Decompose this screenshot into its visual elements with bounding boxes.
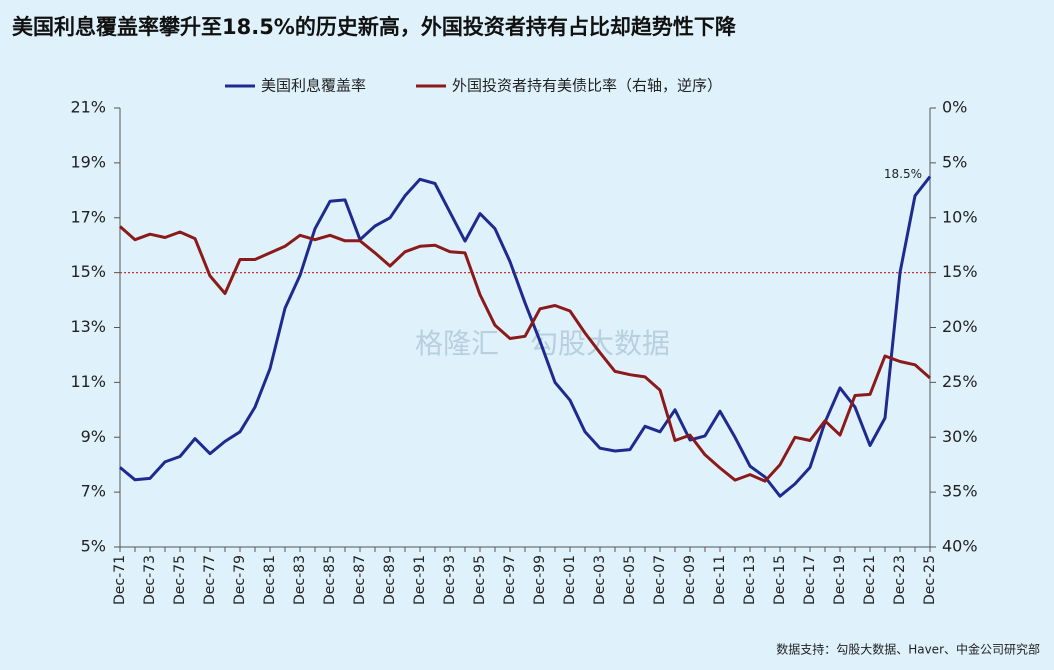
- y-tick-label: 9%: [81, 427, 106, 446]
- x-tick-label: Dec-75: [172, 555, 188, 605]
- y-tick-label: 19%: [70, 152, 106, 171]
- y2-tick-label: 25%: [942, 372, 978, 391]
- x-tick-label: Dec-15: [772, 555, 788, 605]
- x-tick-label: Dec-73: [142, 555, 158, 605]
- series-line: [119, 225, 931, 483]
- x-tick-label: Dec-23: [892, 555, 908, 605]
- y2-tick-label: 30%: [942, 427, 978, 446]
- y2-tick-label: 10%: [942, 207, 978, 226]
- x-tick-label: Dec-05: [622, 555, 638, 605]
- x-tick-label: Dec-13: [742, 555, 758, 605]
- x-tick-label: Dec-77: [202, 555, 218, 605]
- x-tick-label: Dec-81: [262, 555, 278, 605]
- y2-tick-label: 5%: [942, 152, 967, 171]
- legend-label: 美国利息覆盖率: [261, 77, 366, 95]
- y-tick-label: 17%: [70, 207, 106, 226]
- x-tick-label: Dec-87: [352, 555, 368, 605]
- watermark: 格隆汇: [415, 327, 499, 360]
- x-tick-label: Dec-21: [862, 555, 878, 605]
- x-tick-label: Dec-71: [112, 555, 128, 605]
- x-tick-label: Dec-01: [562, 555, 578, 605]
- x-tick-label: Dec-17: [802, 555, 818, 605]
- x-tick-label: Dec-91: [412, 555, 428, 605]
- legend-label: 外国投资者持有美债比率（右轴，逆序）: [452, 77, 722, 95]
- y2-tick-label: 0%: [942, 98, 967, 117]
- x-tick-label: Dec-93: [442, 555, 458, 605]
- x-tick-label: Dec-97: [502, 555, 518, 605]
- y-tick-label: 21%: [70, 98, 106, 117]
- x-tick-label: Dec-85: [322, 555, 338, 605]
- chart-title: 美国利息覆盖率攀升至18.5%的历史新高，外国投资者持有占比却趋势性下降: [12, 15, 737, 39]
- x-tick-label: Dec-99: [532, 555, 548, 605]
- x-tick-label: Dec-03: [592, 555, 608, 605]
- y2-tick-label: 20%: [942, 317, 978, 336]
- x-tick-label: Dec-89: [382, 555, 398, 605]
- x-tick-label: Dec-11: [712, 555, 728, 605]
- source-note: 数据支持：勾股大数据、Haver、中金公司研究部: [776, 642, 1040, 657]
- x-tick-label: Dec-95: [472, 555, 488, 605]
- data-label: 18.5%: [884, 167, 922, 181]
- x-tick-label: Dec-83: [292, 555, 308, 605]
- y2-tick-label: 40%: [942, 537, 978, 556]
- y-tick-label: 13%: [70, 317, 106, 336]
- x-tick-label: Dec-19: [832, 555, 848, 605]
- y-tick-label: 11%: [70, 372, 106, 391]
- x-tick-label: Dec-79: [232, 555, 248, 605]
- x-tick-label: Dec-07: [652, 555, 668, 605]
- y-tick-label: 5%: [81, 537, 106, 556]
- y2-tick-label: 35%: [942, 482, 978, 501]
- x-tick-label: Dec-25: [922, 555, 938, 605]
- y2-tick-label: 15%: [942, 262, 978, 281]
- series-line: [119, 175, 932, 498]
- x-tick-label: Dec-09: [682, 555, 698, 605]
- y-tick-label: 15%: [70, 262, 106, 281]
- y-tick-label: 7%: [81, 482, 106, 501]
